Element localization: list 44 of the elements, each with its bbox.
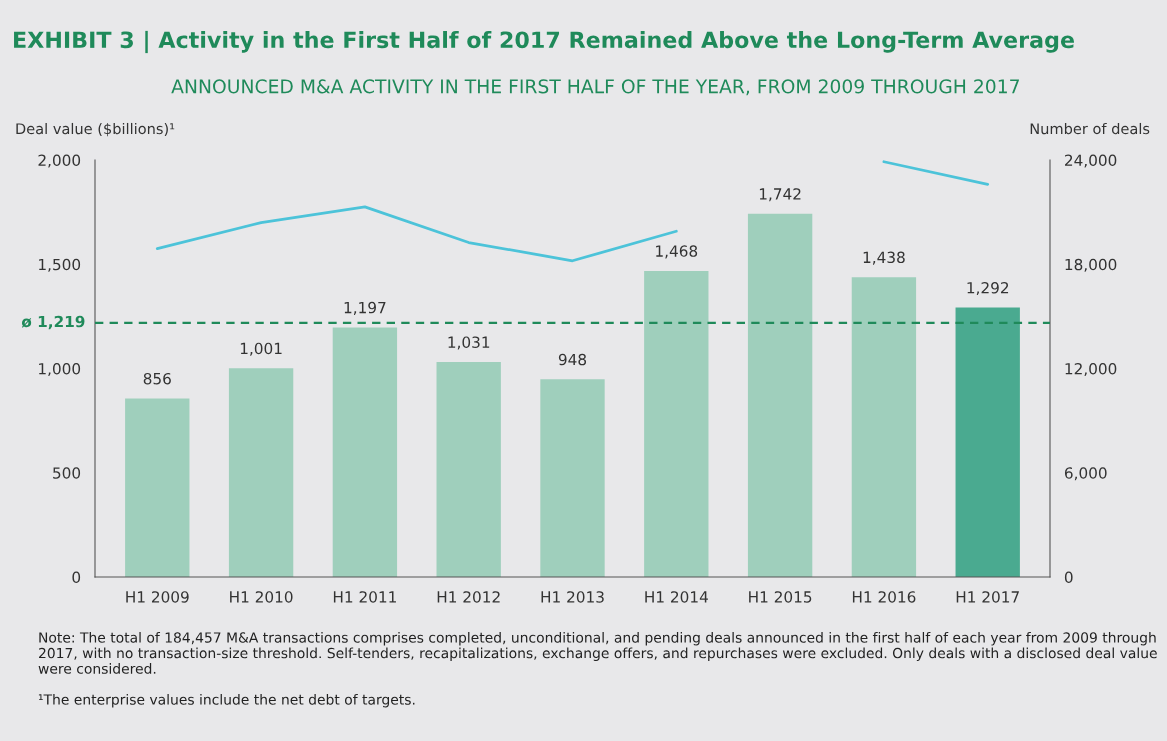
y-tick-label: 1,000 [39, 362, 81, 377]
y-tick-label: 2,000 [38, 154, 81, 168]
y2-tick-label: 0 [1064, 571, 1073, 584]
bar [747, 213, 813, 577]
x-tick-label: H1 2014 [645, 591, 708, 603]
y-axis-title: Deal value ($billions)¹ [16, 122, 175, 137]
bar [436, 362, 501, 577]
y2-tick-label: 6,000 [1064, 467, 1107, 481]
chart-subtitle: ANNOUNCED M&A ACTIVITY IN THE FIRST HALF OF THE YEAR, FROM 2009 THROUGH 2017 [171, 79, 1019, 96]
x-tick-label: H1 2009 [126, 591, 189, 603]
x-tick-label: H1 2012 [437, 591, 500, 603]
data-label: 1,742 [759, 188, 801, 202]
bar [332, 327, 398, 577]
x-tick-label: H1 2010 [230, 591, 293, 603]
x-tick-label: H1 2017 [956, 591, 1019, 603]
bar [125, 398, 190, 577]
y-tick-label: 1,500 [39, 258, 81, 272]
ref-line-label: ø 1,219 [21, 315, 85, 330]
data-label: 1,001 [240, 342, 282, 356]
chart-title: EXHIBIT 3 | Activity in the First Half of 2017 Remained Above the Long-Term Average [14, 30, 1074, 54]
data-label: 1,438 [863, 251, 905, 265]
data-label: 856 [143, 372, 171, 385]
data-label: 1,031 [448, 336, 490, 350]
y2-tick-label: 24,000 [1065, 154, 1117, 168]
bar [955, 307, 1020, 577]
x-tick-label: H1 2016 [852, 591, 916, 603]
data-label: 1,292 [967, 281, 1009, 296]
data-label: 1,468 [656, 245, 698, 259]
y2-tick-label: 12,000 [1065, 362, 1117, 377]
data-label: 948 [558, 353, 587, 366]
x-tick-label: H1 2013 [541, 591, 604, 603]
y-tick-label: 500 [53, 467, 81, 479]
bar [540, 379, 605, 577]
x-tick-label: H1 2011 [333, 591, 396, 603]
y2-tick-label: 18,000 [1065, 258, 1117, 272]
x-tick-label: H1 2015 [749, 591, 812, 603]
text: ¹The enterprise values include the net debt of targets. [38, 694, 415, 708]
y2-axis-title: Number of deals [1030, 122, 1150, 135]
bar [644, 270, 709, 577]
data-label: 1,197 [344, 301, 386, 315]
bar [851, 277, 917, 577]
bar [228, 368, 294, 577]
text: Note: The total of 184,457 M&A transactions comprises completed, unconditional, and pending deals announced in the first half of each year from 2009 through 2017, with no transaction-size threshold. Self-tenders, recapitalizations, exchange offers, and repurchases were excluded. Only deals with a disclosed deal value were considered. [38, 632, 1157, 674]
y-tick-label: 0 [72, 571, 81, 584]
